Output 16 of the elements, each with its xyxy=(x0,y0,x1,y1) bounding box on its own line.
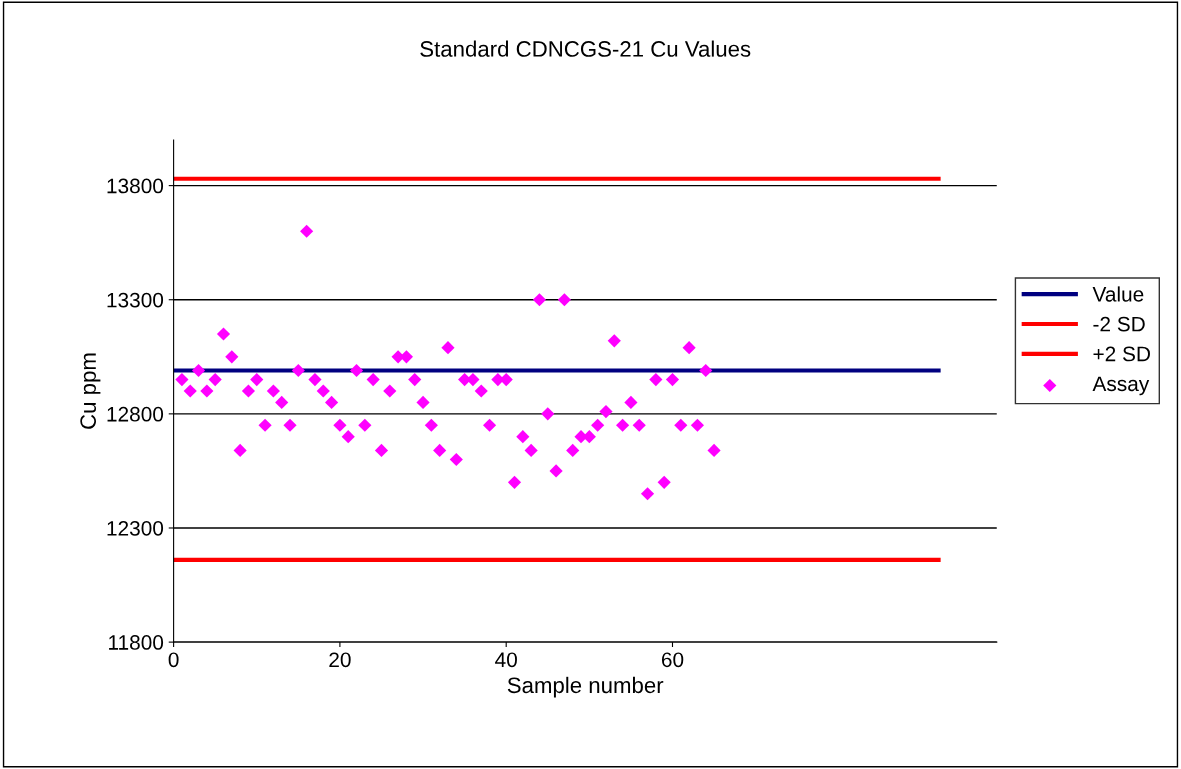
legend-label: Value xyxy=(1092,286,1144,302)
y-tick-label: 13300 xyxy=(107,292,164,308)
y-tick-label: 12300 xyxy=(107,520,164,536)
x-tick-label: 40 xyxy=(495,652,517,668)
legend-label: -2 SD xyxy=(1093,316,1145,332)
y-tick-label: 11800 xyxy=(109,635,164,650)
chart-title: Standard CDNCGS-21 Cu Values xyxy=(420,40,751,57)
legend-label: Assay xyxy=(1092,376,1150,396)
x-tick-label: 60 xyxy=(661,652,684,668)
y-tick-label: 12800 xyxy=(107,406,164,422)
x-tick-label: 0 xyxy=(168,652,179,668)
x-tick-label: 20 xyxy=(329,652,351,668)
legend-label: +2 SD xyxy=(1093,346,1150,362)
y-axis-title: Cu ppm xyxy=(80,353,101,429)
y-tick-label: 13800 xyxy=(107,178,164,194)
x-axis-title: Sample number xyxy=(507,676,664,698)
